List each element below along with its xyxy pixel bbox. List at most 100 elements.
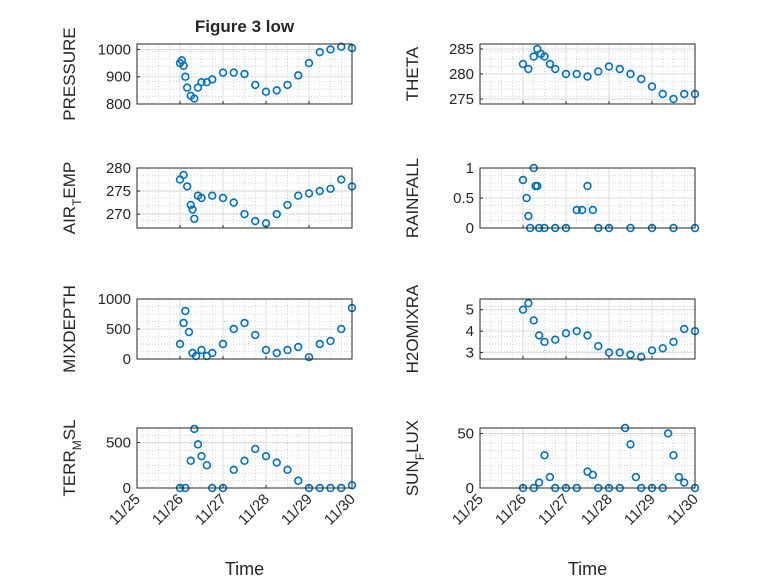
- x-tick-label: 11/26: [149, 491, 187, 529]
- data-point: [186, 456, 195, 465]
- data-point: [583, 181, 592, 191]
- y-axis-label: PRESSURE: [60, 27, 79, 121]
- data-point: [294, 476, 303, 485]
- chart-panel-7: 0 500 11/25 11/26 11/27 11/28 11/29 11/30 TERRMS…: [60, 419, 359, 579]
- data-point: [283, 465, 292, 475]
- y-tick-label: 1: [466, 160, 474, 177]
- data-point: [337, 42, 346, 51]
- y-axis-label: H2OMIXRA: [403, 284, 422, 373]
- data-point: [533, 181, 542, 191]
- y-tick-label: 275: [106, 183, 131, 200]
- data-point: [182, 83, 192, 92]
- data-point: [680, 478, 689, 487]
- x-tick-label: 11/29: [278, 491, 316, 529]
- data-point: [251, 80, 260, 90]
- data-point: [540, 52, 549, 61]
- data-point: [572, 326, 581, 336]
- data-point: [604, 348, 614, 357]
- x-tick-label: 11/30: [321, 491, 359, 529]
- data-point: [561, 329, 571, 338]
- data-point: [294, 342, 303, 352]
- y-axis-label: AIRTEMP: [60, 162, 84, 235]
- data-point: [604, 62, 614, 71]
- y-axis-label: THETA: [403, 46, 422, 101]
- x-tick-label: 11/25: [449, 491, 487, 529]
- data-point: [588, 205, 598, 215]
- data-point: [261, 87, 271, 96]
- data-point: [261, 345, 271, 355]
- data-point: [251, 216, 260, 226]
- data-point: [197, 345, 206, 355]
- y-tick-label: 0: [123, 351, 131, 368]
- data-point: [326, 184, 335, 193]
- data-point: [518, 305, 528, 314]
- data-point: [518, 175, 528, 185]
- data-point: [261, 451, 271, 461]
- data-point: [588, 470, 598, 480]
- data-point: [197, 451, 206, 461]
- data-point: [529, 316, 538, 325]
- y-tick-label: 0: [123, 480, 131, 497]
- y-tick-label: 0: [466, 480, 474, 497]
- data-point: [658, 89, 667, 99]
- data-point: [294, 71, 303, 80]
- data-point: [283, 345, 292, 355]
- data-point: [208, 75, 217, 84]
- data-point: [304, 353, 314, 362]
- y-tick-label: 500: [106, 435, 131, 452]
- data-point: [540, 451, 549, 460]
- data-point: [680, 89, 689, 99]
- data-point: [637, 352, 646, 362]
- data-point: [637, 74, 646, 84]
- data-point: [229, 324, 238, 334]
- data-point: [631, 472, 641, 482]
- data-point: [283, 200, 292, 210]
- y-axis-label: SUNFLUX: [403, 420, 427, 496]
- y-tick-label: 1000: [98, 41, 131, 58]
- y-tick-label: 5: [466, 302, 474, 319]
- data-point: [181, 306, 190, 316]
- data-point: [561, 69, 571, 79]
- data-point: [188, 205, 197, 214]
- data-point: [229, 198, 238, 207]
- data-point: [202, 461, 212, 470]
- y-tick-label: 800: [106, 96, 131, 113]
- x-tick-label: 11/30: [664, 491, 702, 529]
- data-point: [240, 209, 249, 219]
- data-point: [647, 346, 657, 355]
- data-point: [229, 465, 238, 475]
- data-point: [272, 348, 281, 358]
- data-point: [315, 339, 324, 349]
- data-point: [626, 69, 635, 79]
- chart-panel-3: 270 275 280 AIRTEMP: [60, 160, 357, 235]
- data-point: [594, 67, 603, 76]
- data-point: [190, 424, 199, 434]
- data-point: [294, 191, 303, 200]
- y-axis-label: TERRMSL: [60, 419, 84, 496]
- y-tick-label: 3: [466, 345, 474, 362]
- data-point: [534, 478, 544, 487]
- y-tick-label: 900: [106, 69, 131, 86]
- data-point: [326, 45, 335, 54]
- data-point: [184, 327, 194, 337]
- axes-box: [479, 427, 696, 489]
- x-axis-label: Time: [568, 559, 607, 579]
- data-point: [680, 324, 689, 334]
- y-tick-label: 0: [466, 220, 474, 237]
- x-tick-label: 11/27: [535, 491, 573, 529]
- data-point: [669, 337, 678, 347]
- figure-title: Figure 3 low: [195, 17, 295, 36]
- y-tick-label: 1000: [98, 291, 131, 308]
- chart-panel-4: 0 0.5 1 RAINFALL: [403, 158, 700, 238]
- data-point: [208, 191, 217, 200]
- data-point: [229, 68, 238, 77]
- data-point: [545, 472, 555, 482]
- data-point: [186, 200, 195, 210]
- data-point: [218, 193, 228, 203]
- data-point: [337, 324, 346, 334]
- y-tick-label: 500: [106, 321, 131, 338]
- x-tick-label: 11/27: [192, 491, 230, 529]
- data-point: [179, 318, 188, 328]
- data-point: [658, 344, 667, 353]
